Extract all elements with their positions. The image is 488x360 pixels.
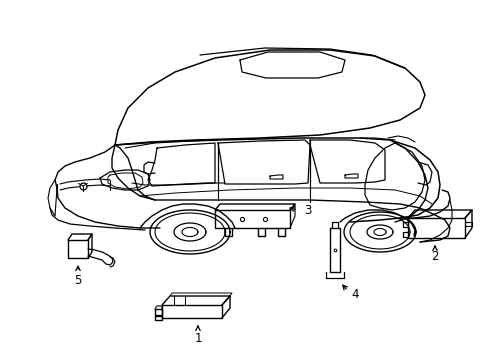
Text: 1: 1 [194,332,202,345]
Text: 4: 4 [350,288,358,302]
Text: 3: 3 [304,203,311,216]
Text: 5: 5 [74,274,81,287]
Text: 2: 2 [430,249,438,262]
